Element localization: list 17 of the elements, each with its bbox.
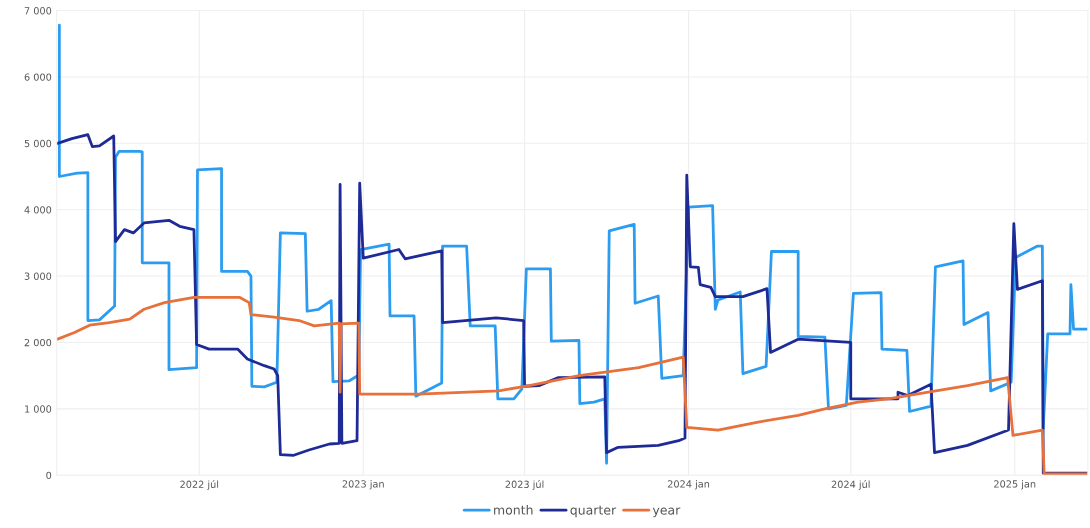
x-tick-label: 2022 júl (180, 480, 219, 490)
y-tick-label: 7 000 (24, 7, 52, 15)
x-tick-label: 2024 jan (667, 480, 710, 490)
x-tick-label: 2023 jan (342, 480, 384, 490)
x-tick-label: 2024 júl (831, 480, 870, 490)
y-tick-label: 2 000 (24, 338, 52, 347)
legend-label: quarter (570, 505, 617, 518)
y-tick-label: 5 000 (24, 139, 52, 148)
x-tick-label: 2023 júl (505, 480, 544, 490)
y-tick-label: 6 000 (24, 73, 52, 81)
legend-label: year (652, 507, 681, 518)
legend-label: month (494, 505, 533, 515)
y-tick-label: 0 (46, 471, 52, 480)
y-tick-label: 3 000 (24, 272, 52, 280)
y-tick-label: 4 000 (24, 206, 52, 214)
y-tick-label: 1 000 (25, 405, 52, 413)
x-tick-label: 2025 jan (994, 480, 1036, 490)
